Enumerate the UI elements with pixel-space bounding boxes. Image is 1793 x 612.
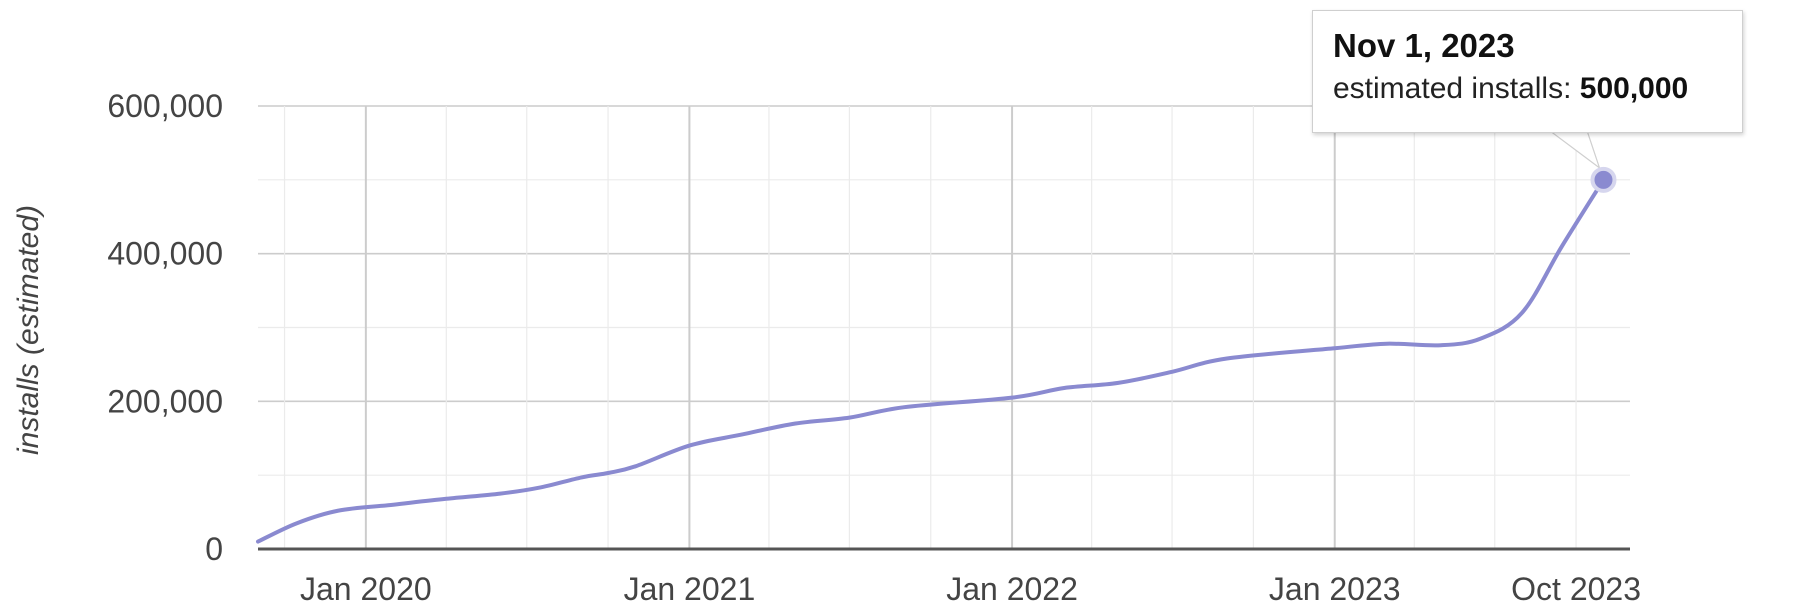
y-axis-ticks: 0 200,000 400,000 600,000 (107, 88, 223, 567)
tooltip: Nov 1, 2023 estimated installs: 500,000 (1312, 10, 1743, 133)
series-line-installs (256, 177, 1606, 544)
x-axis-ticks: Jan 2020 Jan 2021 Jan 2022 Jan 2023 Oct 2023 (300, 571, 1641, 607)
x-tick-label: Oct 2023 (1511, 571, 1641, 607)
tooltip-label: estimated installs: (1333, 72, 1572, 105)
tooltip-date: Nov 1, 2023 (1333, 27, 1515, 64)
x-tick-label: Jan 2022 (946, 571, 1078, 607)
x-tick-label: Jan 2021 (624, 571, 756, 607)
y-axis-label: installs (estimated) (12, 205, 45, 455)
y-tick-label: 0 (205, 531, 223, 567)
tooltip-row: estimated installs: 500,000 (1333, 67, 1722, 111)
x-tick-label: Jan 2023 (1269, 571, 1401, 607)
x-tick-label: Jan 2020 (300, 571, 432, 607)
highlighted-data-point[interactable] (1590, 166, 1617, 193)
y-tick-label: 600,000 (107, 88, 223, 124)
grid (258, 105, 1630, 550)
y-tick-label: 400,000 (107, 236, 223, 272)
tooltip-value: 500,000 (1579, 72, 1689, 105)
y-tick-label: 200,000 (107, 383, 223, 419)
